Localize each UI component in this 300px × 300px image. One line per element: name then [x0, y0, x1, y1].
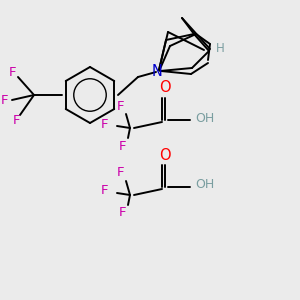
Text: F: F: [101, 118, 109, 130]
Text: H: H: [216, 41, 224, 55]
Text: F: F: [8, 65, 16, 79]
Text: F: F: [1, 94, 9, 106]
Text: F: F: [116, 167, 124, 179]
Text: F: F: [118, 140, 126, 152]
Text: O: O: [159, 148, 171, 163]
Text: OH: OH: [195, 112, 214, 124]
Text: O: O: [159, 80, 171, 95]
Text: F: F: [118, 206, 126, 220]
Text: N: N: [152, 64, 162, 79]
Text: F: F: [101, 184, 109, 197]
Text: F: F: [12, 115, 20, 128]
Text: F: F: [116, 100, 124, 112]
Text: OH: OH: [195, 178, 214, 191]
